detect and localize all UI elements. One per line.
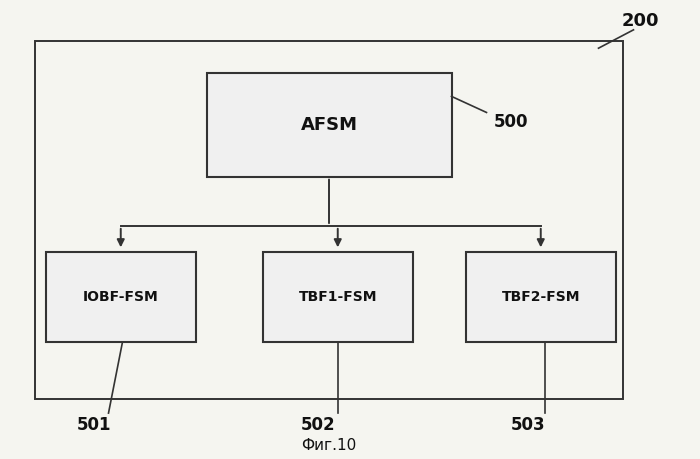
Text: 502: 502	[301, 415, 336, 434]
Bar	[46, 252, 196, 342]
Bar	[35, 41, 623, 399]
Text: 200: 200	[622, 11, 659, 30]
Text: 500: 500	[494, 112, 528, 131]
Text: TBF2-FSM: TBF2-FSM	[501, 290, 580, 304]
Text: AFSM: AFSM	[300, 116, 358, 134]
Text: TBF1-FSM: TBF1-FSM	[298, 290, 377, 304]
Bar	[262, 252, 413, 342]
Text: 503: 503	[511, 415, 546, 434]
Bar	[466, 252, 616, 342]
Text: 501: 501	[77, 415, 112, 434]
Text: IOBF-FSM: IOBF-FSM	[83, 290, 159, 304]
Text: Фиг.10: Фиг.10	[302, 438, 356, 453]
Bar	[206, 73, 452, 177]
